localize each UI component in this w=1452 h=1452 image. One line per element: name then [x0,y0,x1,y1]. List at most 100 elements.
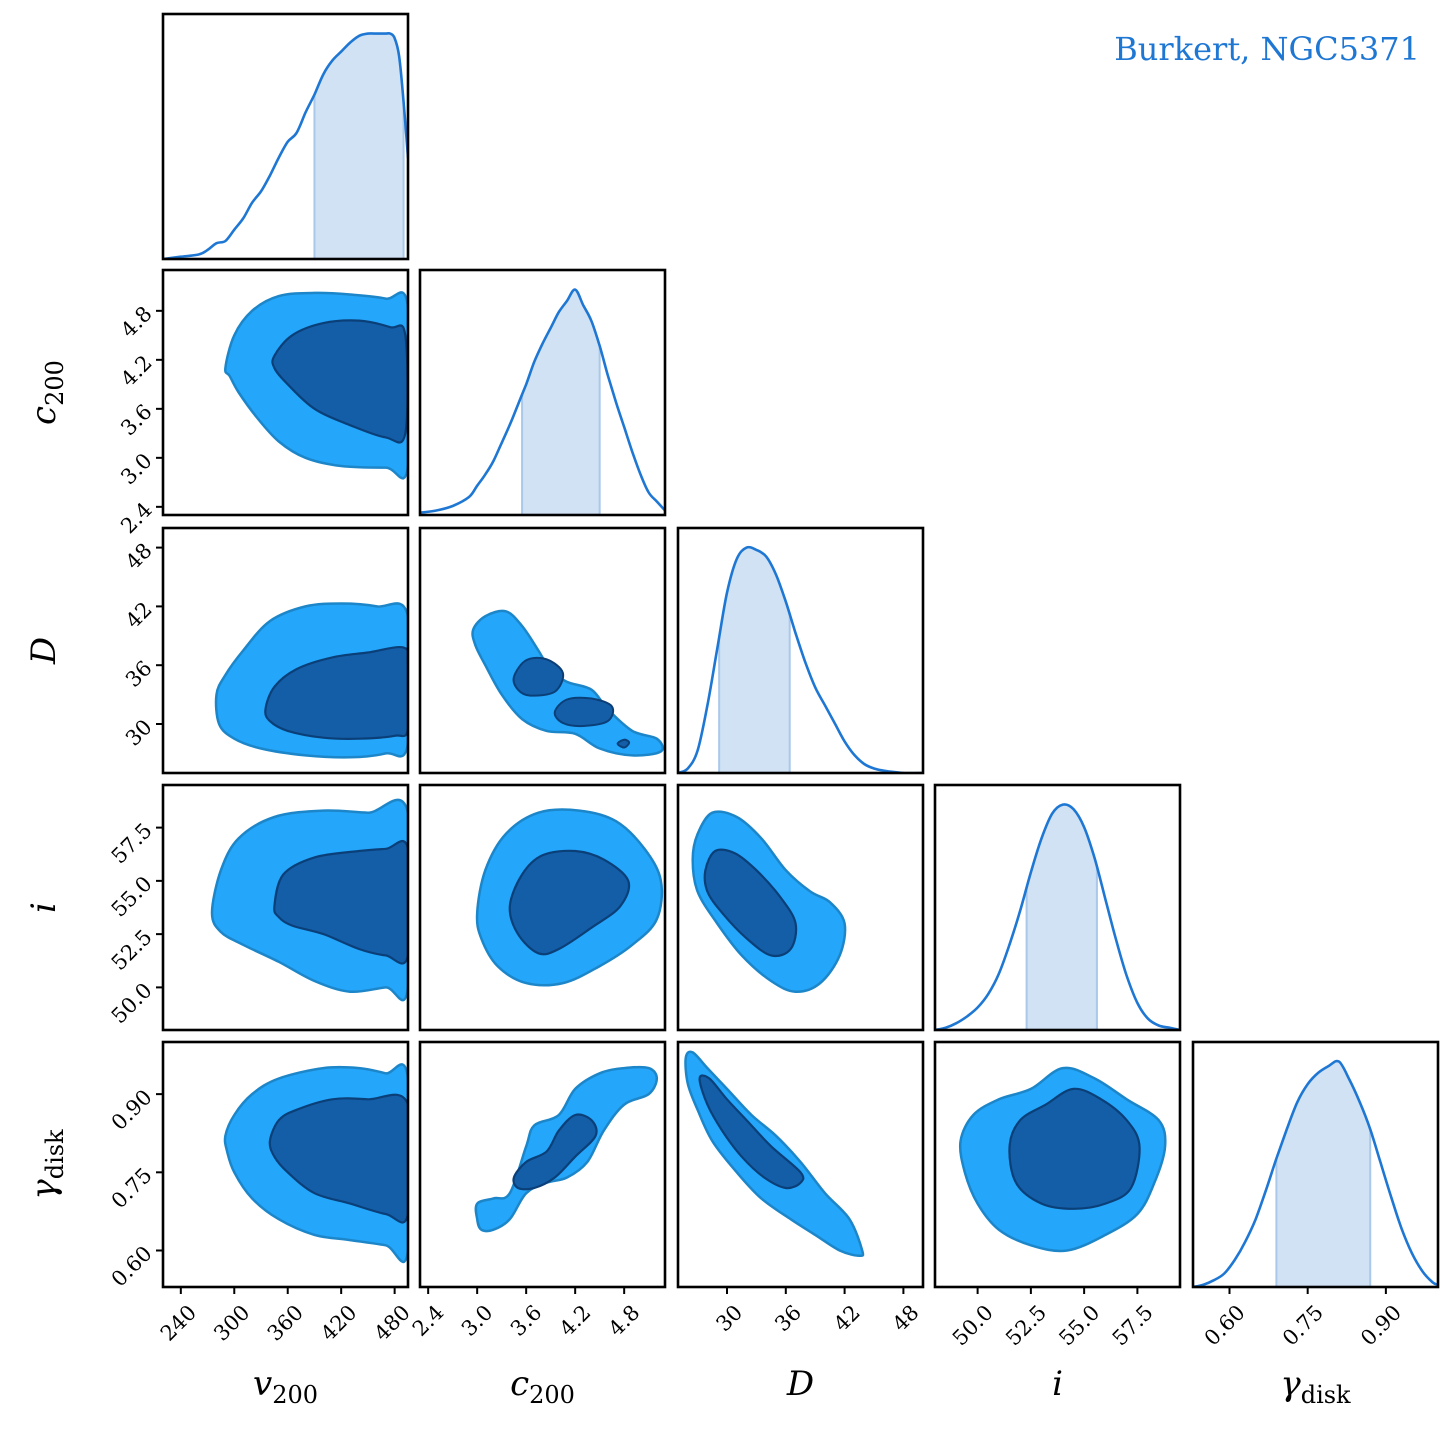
x-tick-label-v200: 240 [156,1300,201,1345]
y-tick-label-i: 52.5 [107,925,157,975]
axis-label-main: i [1052,1364,1063,1404]
panel-frame [1191,1040,1440,1289]
panel-frame [161,783,410,1032]
contour-inner-island [616,738,631,749]
x-tick-label-c200: 4.8 [604,1300,645,1341]
contour-v200-gamma_disk [223,1063,408,1264]
x-tick-label-c200: 3.6 [506,1300,547,1341]
y-tick-label-gamma_disk: 0.60 [107,1241,157,1291]
y-tick-label-c200: 4.8 [116,302,157,343]
contour-D-i [691,810,847,993]
panel-frame [418,783,667,1032]
contour-outer [471,609,664,757]
axis-label-main: D [786,1364,814,1404]
y-tick-label-i: 50.0 [107,978,157,1028]
panel-frame [418,268,667,517]
contour-inner [508,849,631,956]
credible-interval-c200 [522,289,600,515]
axis-label-sub: 200 [41,360,69,406]
panel-frame [161,526,410,775]
axis-label-sub: 200 [529,1381,575,1409]
x-tick-label-D: 48 [888,1300,924,1336]
axis-label-main: c [24,406,64,425]
y-tick-label-D: 30 [121,715,157,751]
x-tick-label-c200: 2.4 [408,1300,449,1341]
density-line-gamma_disk [1193,1059,1438,1287]
x-tick-label-gamma_disk: 0.90 [1356,1300,1406,1350]
contour-inner-island [512,656,565,697]
axis-label-main: i [24,902,64,913]
y-tick-label-c200: 3.0 [116,449,157,490]
density-line-c200 [420,288,665,514]
y-tick-label-c200: 3.6 [116,400,157,441]
y-axis-label-D: D [24,637,64,665]
y-tick-label-gamma_disk: 0.90 [107,1085,157,1135]
credible-interval-D [719,547,790,773]
contour-c200-i [475,808,664,987]
contour-inner [698,1074,805,1190]
x-tick-label-i: 50.0 [948,1300,998,1350]
marginal-v200 [163,31,408,259]
credible-interval-i [1026,804,1097,1030]
chart-title: Burkert, NGC5371 [1114,30,1420,68]
x-tick-label-D: 30 [711,1300,747,1336]
axis-label-sub: 200 [272,1381,318,1409]
y-tick-label-D: 42 [121,597,157,633]
x-axis-label-i: i [1052,1364,1063,1404]
marginal-gamma_disk [1193,1059,1438,1287]
x-axis-label-D: D [786,1364,814,1404]
contour-c200-D [471,609,664,757]
credible-interval-gamma_disk [1276,1061,1371,1287]
density-line-D [678,545,923,773]
marginal-c200 [420,288,665,515]
panel-frame [676,783,925,1032]
density-line-v200 [163,31,408,259]
y-tick-label-D: 36 [121,656,157,692]
x-tick-label-i: 57.5 [1108,1300,1158,1350]
axis-label-main: D [24,637,64,665]
y-tick-label-D: 48 [121,538,157,574]
axis-label-main: c [510,1364,529,1404]
y-tick-label-gamma_disk: 0.75 [107,1163,157,1213]
panel-frame [676,526,925,775]
panel-frame [676,1040,925,1289]
panel-frame [418,526,667,775]
x-tick-label-c200: 3.0 [457,1300,498,1341]
x-tick-label-D: 42 [829,1300,865,1336]
contour-inner [1008,1087,1141,1210]
y-axis-label-c200: c200 [24,360,69,425]
contour-c200-gamma_disk [474,1065,659,1233]
panel-frame [933,783,1182,1032]
axis-label-main: γ [24,1179,64,1200]
contour-inner [271,319,408,444]
panel-frame [161,12,410,261]
contour-inner [268,1093,408,1224]
x-tick-label-v200: 300 [209,1300,254,1345]
contour-i-gamma_disk [958,1066,1167,1253]
x-axis-label-gamma_disk: γdisk [1280,1364,1351,1409]
panel-frame [161,268,410,517]
contour-v200-D [214,602,408,759]
y-tick-label-i: 57.5 [107,818,157,868]
axis-label-main: v [253,1364,272,1404]
contour-v200-c200 [224,291,408,480]
contour-D-gamma_disk [684,1050,865,1257]
x-tick-label-i: 55.0 [1054,1300,1104,1350]
x-tick-label-i: 52.5 [1001,1300,1051,1350]
axis-label-sub: disk [41,1129,69,1179]
axis-label-main: γ [1280,1364,1301,1404]
axis-label-sub: disk [1301,1381,1351,1409]
x-tick-label-D: 36 [770,1300,806,1336]
y-tick-label-i: 55.0 [107,872,157,922]
marginal-i [935,803,1180,1030]
contour-inner [703,848,798,958]
x-tick-label-c200: 4.2 [555,1300,596,1341]
contour-inner [273,839,408,965]
panel-frame [933,1040,1182,1289]
contour-inner [264,646,408,740]
x-tick-label-gamma_disk: 0.75 [1278,1300,1328,1350]
density-line-i [935,803,1180,1030]
x-tick-label-v200: 420 [316,1300,361,1345]
